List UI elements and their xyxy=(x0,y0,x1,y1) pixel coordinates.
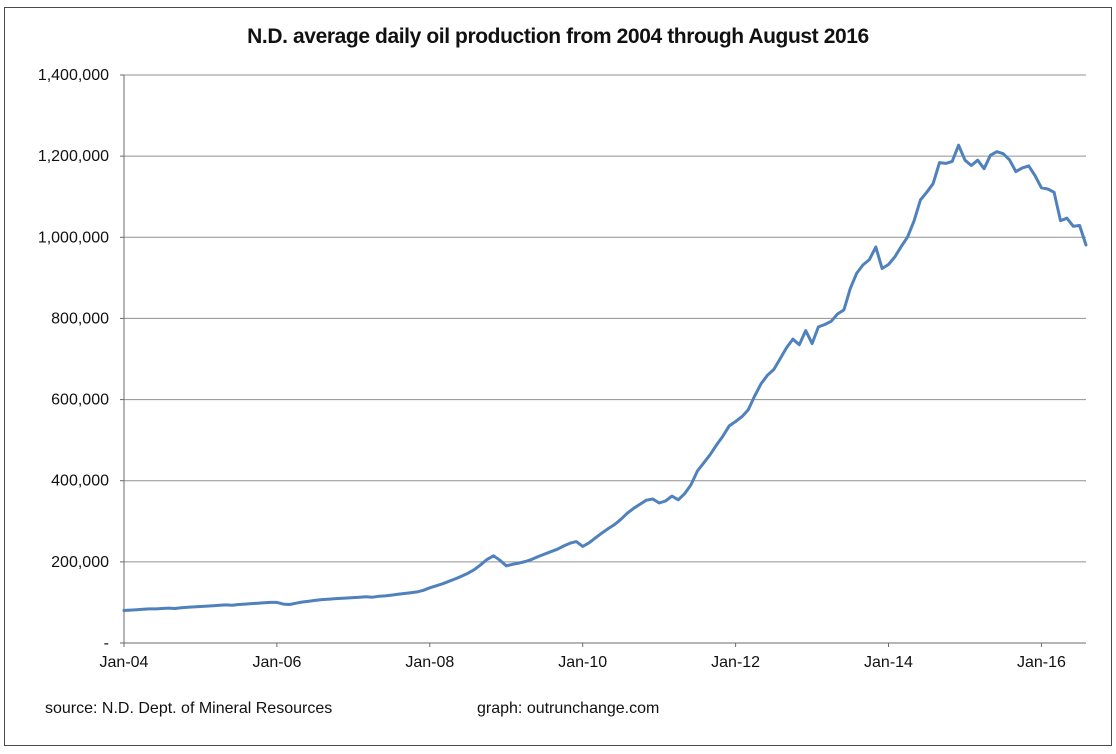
y-tick-label: 800,000 xyxy=(51,310,109,327)
y-tick-label: 600,000 xyxy=(51,392,109,409)
y-tick-label: 400,000 xyxy=(51,473,109,490)
x-tick-label: Jan-08 xyxy=(405,654,454,671)
x-tick-label: Jan-04 xyxy=(100,654,149,671)
credit-note: graph: outrunchange.com xyxy=(477,700,660,717)
production-line xyxy=(122,143,1088,612)
y-tick-label: 200,000 xyxy=(51,554,109,571)
x-tick-label: Jan-12 xyxy=(711,654,760,671)
x-tick-label: Jan-14 xyxy=(864,654,913,671)
source-note: source: N.D. Dept. of Mineral Resources xyxy=(45,700,333,717)
x-tick-label: Jan-06 xyxy=(252,654,301,671)
y-tick-label: - xyxy=(104,635,109,652)
chart-title: N.D. average daily oil production from 2… xyxy=(247,25,869,48)
y-tick-label: 1,200,000 xyxy=(38,148,109,165)
x-tick-label: Jan-10 xyxy=(558,654,607,671)
y-tick-label: 1,400,000 xyxy=(38,67,109,84)
x-tick-label: Jan-16 xyxy=(1017,654,1066,671)
y-tick-label: 1,000,000 xyxy=(38,229,109,246)
